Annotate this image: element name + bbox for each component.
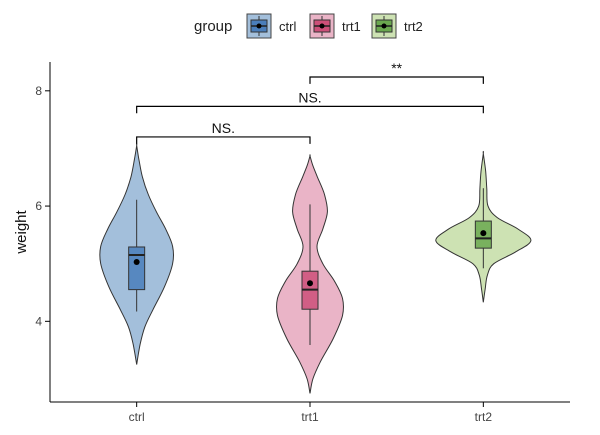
legend-key-mean	[256, 23, 262, 29]
comparison-ctrl-trt1: NS.	[136, 120, 311, 144]
x-tick-label: ctrl	[129, 410, 145, 424]
violin-group-trt1	[275, 154, 345, 394]
box-ctrl	[128, 246, 146, 291]
comparison-label: NS.	[212, 120, 235, 136]
comparison-trt1-trt2: **	[309, 60, 484, 84]
comparison-bracket	[309, 76, 484, 84]
legend-key-mean	[319, 23, 325, 29]
mean-point-ctrl	[133, 258, 140, 265]
comparison-label: **	[391, 60, 402, 76]
violin-group-ctrl	[99, 143, 175, 365]
legend-title: group	[194, 18, 232, 35]
mean-point-trt2	[480, 230, 487, 237]
legend-item-ctrl: ctrl	[246, 13, 296, 39]
legend-label: trt1	[342, 19, 361, 34]
comparison-bracket	[136, 136, 311, 144]
y-axis-title: weight	[13, 209, 30, 254]
violin-group-trt2	[435, 150, 532, 303]
y-tick-label: 8	[35, 84, 42, 98]
legend: group ctrl trt1 trt2	[194, 13, 423, 39]
legend-item-trt1: trt1	[309, 13, 361, 39]
legend-item-trt2: trt2	[371, 13, 423, 39]
legend-key-mean	[381, 23, 387, 29]
legend-label: ctrl	[279, 19, 296, 34]
y-tick-label: 4	[35, 314, 42, 328]
legend-label: trt2	[404, 19, 423, 34]
comparison-bracket	[136, 105, 484, 114]
comparison-label: NS.	[298, 89, 321, 105]
mean-point-trt1	[307, 280, 313, 287]
x-tick-label: trt2	[475, 410, 493, 424]
y-tick-label: 6	[35, 199, 42, 213]
comparison-ctrl-trt2: NS.	[136, 89, 484, 114]
x-tick-label: trt1	[301, 410, 319, 424]
